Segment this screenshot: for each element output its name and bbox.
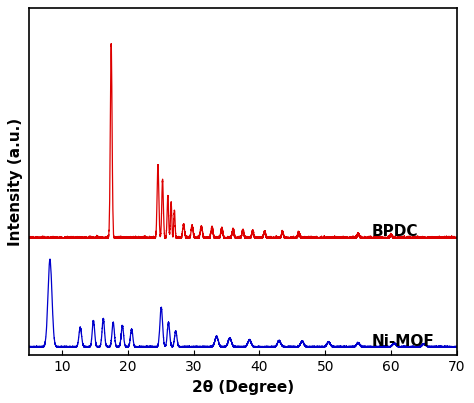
- Text: Ni-MOF: Ni-MOF: [371, 334, 434, 349]
- X-axis label: 2θ (Degree): 2θ (Degree): [192, 380, 294, 395]
- Y-axis label: Intensity (a.u.): Intensity (a.u.): [9, 118, 23, 246]
- Text: BPDC: BPDC: [371, 224, 418, 239]
